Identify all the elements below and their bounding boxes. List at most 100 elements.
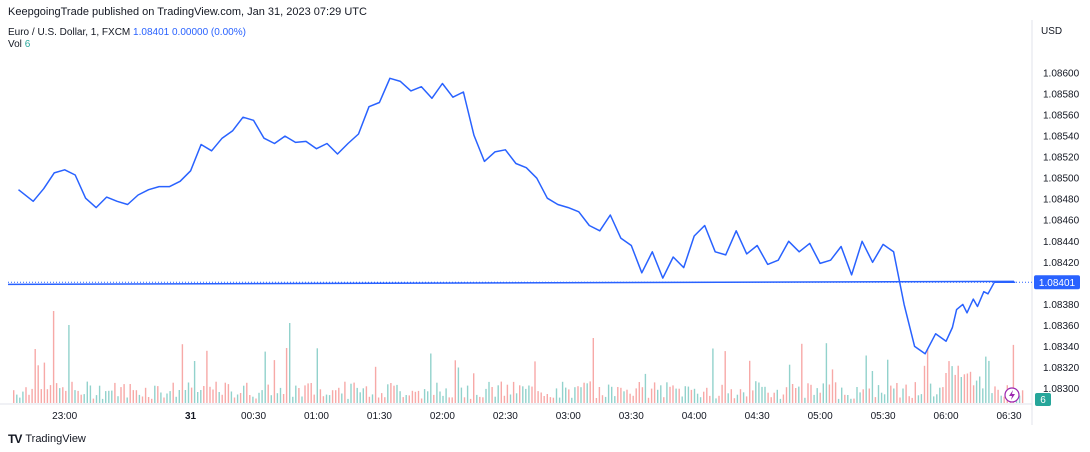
volume-bar	[197, 392, 199, 403]
volume-bar	[322, 396, 325, 403]
volume-bar	[285, 348, 288, 403]
volume-bar	[184, 390, 187, 403]
volume-bar	[338, 387, 340, 403]
volume-bar	[408, 395, 410, 403]
y-tick-label-4: 1.08520	[1043, 153, 1080, 164]
volume-bar	[883, 394, 886, 403]
volume-bar	[549, 397, 552, 403]
volume-bar	[506, 384, 509, 403]
volume-bar	[233, 397, 236, 403]
volume-bar	[154, 385, 156, 403]
volume-bar	[476, 394, 478, 403]
volume-bar	[193, 361, 196, 403]
volume-label[interactable]: Vol	[8, 39, 22, 50]
volume-bar	[853, 398, 855, 403]
volume-bar	[227, 384, 230, 403]
volume-bar	[798, 386, 800, 403]
volume-bar	[963, 374, 966, 403]
volume-bar	[589, 381, 591, 403]
volume-bar	[580, 387, 582, 403]
volume-bar	[905, 384, 907, 403]
volume-bar	[825, 343, 828, 403]
volume-bar	[749, 360, 751, 403]
volume-bar	[531, 386, 533, 403]
volume-bar	[381, 393, 383, 403]
volume-bar	[810, 384, 812, 403]
volume-bar	[1012, 344, 1015, 403]
volume-bar	[331, 390, 334, 403]
volume-bar	[187, 382, 190, 403]
volume-bar	[758, 382, 760, 403]
volume-bar	[972, 385, 975, 403]
volume-bar	[733, 398, 736, 403]
volume-bar	[586, 383, 588, 403]
volume-bar	[276, 393, 279, 403]
y-tick-label-1: 1.08580	[1043, 90, 1080, 101]
volume-bar	[911, 397, 913, 403]
volume-bar	[568, 389, 570, 403]
x-tick-label-2: 00:30	[241, 411, 266, 422]
volume-bar	[1021, 390, 1024, 403]
volume-bar	[666, 382, 668, 403]
volume-bar	[120, 387, 122, 403]
volume-bar	[301, 396, 303, 403]
last-price: 1.08401	[133, 27, 170, 38]
volume-bar	[390, 383, 392, 403]
volume-bar	[571, 397, 573, 403]
volume-bar	[430, 353, 432, 403]
legend-volume-row: Vol 6	[8, 39, 246, 51]
volume-bar	[469, 398, 472, 403]
volume-bar	[230, 391, 233, 403]
volume-bar	[730, 389, 732, 403]
volume-bar	[558, 397, 561, 403]
volume-bar	[310, 383, 312, 403]
volume-bar	[985, 356, 987, 403]
volume-bar	[200, 390, 202, 403]
volume-bar	[105, 391, 107, 403]
volume-bar	[43, 362, 46, 403]
volume-bar	[555, 388, 558, 403]
volume-bar	[34, 349, 36, 403]
volume-bar	[258, 392, 260, 403]
volume-bar	[540, 392, 542, 403]
volume-bar	[718, 395, 720, 403]
volume-bar	[270, 395, 272, 403]
volume-bar	[635, 388, 637, 403]
volume-bar	[939, 387, 941, 403]
volume-bar	[776, 389, 778, 403]
volume-bar	[893, 388, 895, 403]
volume-bar	[1018, 395, 1021, 403]
volume-bar	[699, 397, 702, 403]
volume-bar	[813, 394, 815, 403]
volume-bar	[393, 385, 395, 403]
volume-bar	[356, 387, 358, 403]
y-tick-label-8: 1.08440	[1043, 237, 1080, 248]
volume-bar	[304, 385, 306, 403]
x-tick-label-12: 05:30	[871, 411, 896, 422]
volume-bar	[473, 373, 475, 403]
symbol-name[interactable]: Euro / U.S. Dollar, 1, FXCM	[8, 27, 131, 38]
volume-bar	[160, 392, 162, 403]
volume-bar	[74, 390, 76, 403]
volume-bar	[83, 394, 85, 403]
volume-bar	[515, 393, 518, 403]
y-tick-label-9: 1.08420	[1043, 258, 1080, 269]
y-tick-label-0: 1.08600	[1043, 69, 1080, 80]
volume-bar	[807, 383, 809, 403]
y-tick-label-14: 1.08320	[1043, 363, 1080, 374]
volume-bar	[681, 396, 683, 403]
volume-bar	[678, 388, 680, 403]
volume-bar	[577, 386, 579, 403]
volume-bar	[660, 385, 662, 403]
volume-bar	[583, 382, 585, 403]
volume-bar	[55, 383, 58, 403]
volume-bar	[25, 387, 27, 403]
x-tick-label-6: 02:30	[493, 411, 518, 422]
volume-bar	[791, 384, 794, 403]
x-tick-label-13: 06:00	[934, 411, 959, 422]
volume-bar	[675, 388, 677, 403]
volume-bar	[163, 397, 165, 403]
volume-bar	[396, 384, 398, 403]
volume-bar	[206, 350, 208, 403]
